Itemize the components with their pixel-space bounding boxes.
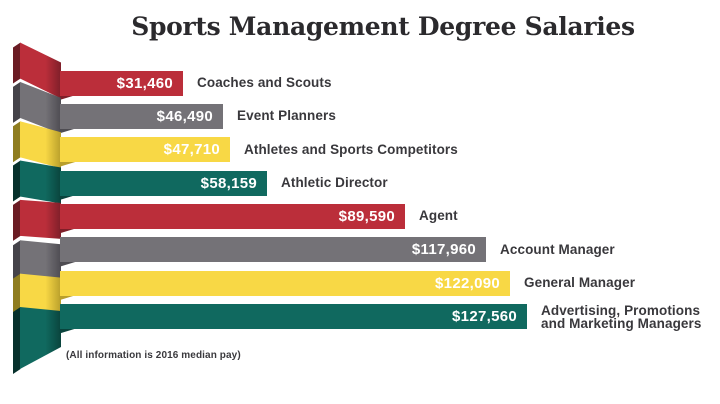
bar: $117,960 (60, 237, 486, 263)
ribbon-slab (20, 240, 61, 281)
bar-value: $31,460 (116, 74, 173, 92)
ribbon-slab (20, 121, 61, 169)
bar: $122,090 (60, 270, 510, 296)
footnote: (All information is 2016 median pay) (66, 350, 241, 361)
ribbon-fold-shadow (59, 194, 76, 201)
ribbon-strip (13, 240, 21, 282)
ribbon-slab (20, 273, 61, 314)
bar-label: Agent (419, 208, 458, 224)
bar-label: Advertising, Promotions and Marketing Ma… (541, 302, 702, 331)
bar-value: $46,490 (156, 107, 213, 125)
ribbon-strip (13, 273, 21, 315)
bar: $47,710 (60, 137, 230, 163)
ribbon-strip (13, 160, 21, 202)
ribbon-strip (13, 121, 21, 163)
bar: $127,560 (60, 303, 527, 329)
ribbon-fold-shadow (59, 227, 76, 234)
bar-value: $47,710 (163, 141, 220, 159)
ribbon-slab (20, 42, 61, 99)
bar-value: $122,090 (435, 274, 500, 292)
bar-label: Event Planners (237, 108, 336, 124)
ribbon-fold-shadow (59, 127, 76, 134)
ribbon-slab (20, 306, 61, 369)
bar-value: $58,159 (200, 174, 257, 192)
ribbon-fold-shadow (59, 94, 76, 100)
bar-label: Athletic Director (281, 175, 388, 191)
ribbon-fold-shadow (59, 161, 76, 167)
ribbon-slab (20, 81, 61, 134)
bar-value: $127,560 (452, 307, 517, 325)
bar: $89,590 (60, 203, 405, 229)
chart-title: Sports Management Degree Salaries (131, 12, 635, 41)
bar-value: $89,590 (338, 207, 395, 225)
bar-label: Coaches and Scouts (197, 75, 332, 90)
bar: $31,460 (60, 70, 183, 96)
ribbon-fold-shadow (59, 261, 76, 267)
bar-value: $117,960 (411, 241, 476, 259)
bar-label: General Manager (524, 275, 636, 291)
ribbon-slab (20, 160, 61, 204)
bar: $46,490 (60, 103, 223, 129)
ribbon-fold-shadow (59, 294, 76, 301)
ribbon-slab (20, 199, 61, 239)
ribbon-strip (13, 199, 21, 241)
ribbon-strip (13, 306, 21, 374)
ribbon-strip (13, 81, 21, 123)
bar: $58,159 (60, 170, 267, 196)
ribbon-fold-shadow (59, 327, 76, 334)
bar-label: Account Manager (500, 241, 615, 257)
ribbon-strip (13, 42, 21, 84)
bar-label: Athletes and Sports Competitors (244, 141, 458, 157)
